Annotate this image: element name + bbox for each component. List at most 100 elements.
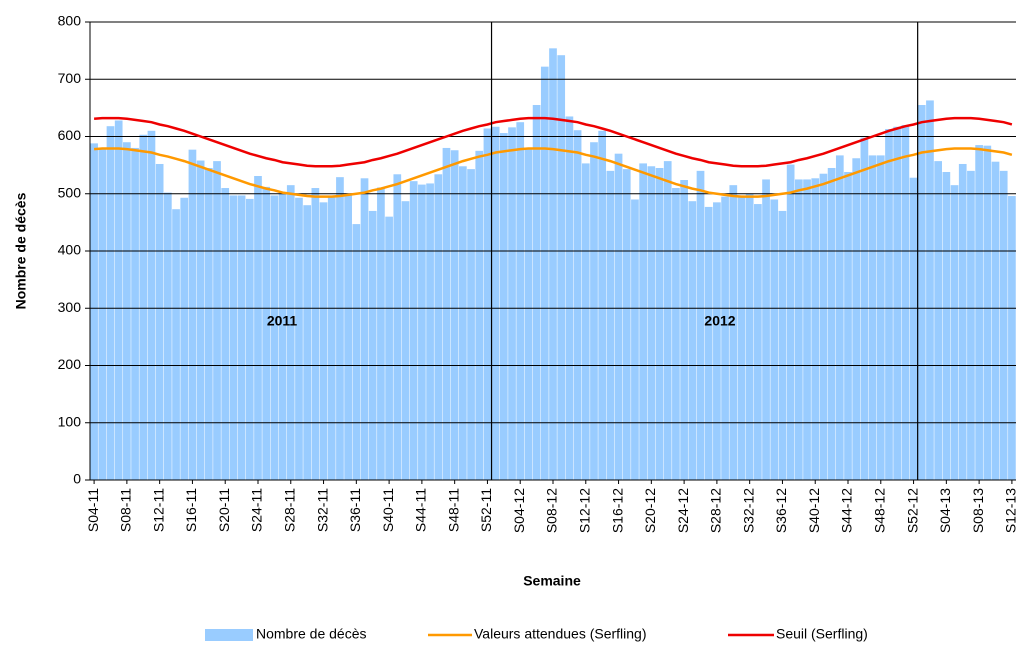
bar [377, 187, 385, 480]
x-tick-label: S40-12 [806, 488, 822, 533]
bar [696, 170, 705, 480]
x-tick-label: S04-11 [85, 488, 101, 532]
bar [794, 179, 803, 480]
x-tick-label: S24-11 [249, 488, 265, 532]
bar [639, 163, 647, 480]
x-tick-label: S44-11 [413, 488, 429, 532]
bar [885, 129, 893, 480]
bar [270, 195, 279, 480]
bar [221, 188, 230, 480]
x-tick-label: S52-11 [478, 488, 494, 532]
bar [336, 177, 344, 480]
bar [745, 193, 754, 480]
bar [114, 120, 123, 480]
x-tick-label: S36-11 [347, 488, 363, 532]
bar [106, 126, 115, 480]
legend-label: Seuil (Serfling) [776, 626, 868, 642]
bar [98, 147, 107, 480]
bar [155, 163, 164, 481]
bar [614, 153, 623, 481]
x-tick-label: S08-11 [118, 488, 134, 532]
bar [688, 201, 697, 480]
bar [1008, 196, 1016, 481]
legend-label: Valeurs attendues (Serfling) [474, 626, 647, 642]
bar [385, 216, 393, 480]
bar [819, 173, 828, 480]
x-tick-label: S08-13 [970, 488, 986, 533]
x-tick-label: S12-12 [576, 488, 592, 533]
x-axis-title: Semaine [523, 573, 581, 589]
y-tick-label: 800 [58, 13, 82, 29]
line [94, 147, 1013, 198]
y-tick-label: 700 [58, 70, 82, 86]
bar [827, 167, 836, 481]
bar [737, 195, 746, 480]
bar [499, 133, 508, 480]
bar [967, 170, 975, 480]
bar [590, 142, 598, 480]
bar [311, 188, 320, 480]
bar [90, 143, 98, 480]
y-tick-label: 0 [73, 471, 81, 487]
bar [418, 184, 426, 480]
legend: Nombre de décès Valeurs attendues (Serfli… [205, 626, 868, 642]
bar [163, 192, 172, 481]
bar [983, 145, 992, 480]
bar [598, 130, 607, 480]
bar [229, 195, 238, 480]
bar [401, 201, 410, 480]
bar [123, 142, 131, 480]
bar [172, 209, 180, 480]
bar [876, 155, 885, 480]
bar [942, 171, 951, 480]
bar [631, 199, 639, 480]
bar [975, 145, 983, 480]
y-tick-label: 300 [58, 299, 82, 315]
bar [704, 206, 713, 481]
bar [237, 195, 246, 480]
bar [549, 48, 557, 481]
bar [934, 161, 943, 480]
y-axis-title: Nombre de décès [13, 192, 29, 309]
bar [139, 134, 148, 480]
x-tick-label: S04-13 [937, 488, 953, 533]
x-tick-label: S24-12 [675, 488, 691, 533]
bar [262, 186, 271, 480]
x-tick-label: S20-11 [216, 488, 232, 532]
bar [860, 137, 869, 480]
bar [303, 205, 312, 480]
bar [680, 180, 688, 480]
bar [663, 161, 672, 480]
bar [950, 185, 959, 480]
bar [999, 170, 1008, 480]
bar [573, 130, 582, 480]
x-tick-label: S40-11 [380, 488, 396, 532]
bar [254, 176, 262, 480]
bar [245, 198, 254, 480]
y-tick-label: 600 [58, 127, 82, 143]
bar [901, 125, 910, 481]
line [94, 116, 1013, 168]
x-tick-label: S28-12 [708, 488, 724, 533]
bar [278, 193, 287, 481]
bar [196, 160, 205, 481]
bar [204, 167, 213, 481]
year-label: 2012 [704, 313, 735, 329]
bar [368, 210, 377, 481]
x-tick-label: S04-12 [511, 488, 527, 533]
bar [672, 188, 680, 480]
bar [557, 55, 566, 481]
y-tick-label: 100 [58, 413, 82, 429]
bar [655, 167, 664, 481]
bar [188, 149, 197, 481]
bar [917, 105, 926, 480]
bar [581, 163, 590, 480]
bar [344, 194, 352, 480]
x-tick-label: S48-12 [871, 488, 887, 533]
x-tick-label: S48-11 [445, 488, 461, 532]
bar [516, 122, 525, 480]
x-tick-label: S16-12 [609, 488, 625, 533]
bar [926, 100, 934, 481]
